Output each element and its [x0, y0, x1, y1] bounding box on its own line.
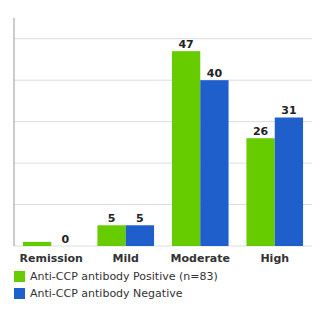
data-label: 47	[178, 38, 193, 51]
x-tick-label: Remission	[20, 252, 83, 265]
bar	[23, 242, 51, 246]
bar	[126, 225, 154, 246]
y-axis-line	[14, 18, 15, 246]
grid-line	[14, 121, 312, 122]
bar	[275, 117, 303, 246]
legend-label: Anti-CCP antibody Positive (n=83)	[30, 270, 218, 283]
chart-container: 5 47 26 0 5 40 31 Remission Mild Moderate High Anti…	[0, 0, 320, 320]
x-tick-label: Moderate	[171, 252, 230, 265]
data-label: 5	[136, 212, 144, 225]
x-tick-label: Mild	[113, 252, 139, 265]
bar	[246, 138, 274, 246]
legend-swatch	[14, 271, 25, 282]
bar	[200, 80, 228, 246]
data-label: 5	[108, 212, 116, 225]
data-label: 31	[281, 104, 296, 117]
legend-swatch	[14, 288, 25, 299]
data-label: 0	[62, 233, 70, 246]
bars	[23, 51, 303, 246]
x-tick-label: High	[260, 252, 289, 265]
grid-line	[14, 80, 312, 81]
legend: Anti-CCP antibody Positive (n=83) Anti-CC…	[14, 270, 218, 300]
bar	[97, 225, 125, 246]
chart: 5 47 26 0 5 40 31 Remission Mild Moderate High Anti…	[0, 0, 320, 320]
data-label: 26	[253, 125, 269, 138]
bar	[172, 51, 200, 246]
data-labels: 5 47 26 0 5 40 31	[62, 38, 297, 246]
legend-label: Anti-CCP antibody Negative	[30, 287, 183, 300]
grid-line	[14, 38, 312, 39]
data-label: 40	[207, 67, 223, 80]
